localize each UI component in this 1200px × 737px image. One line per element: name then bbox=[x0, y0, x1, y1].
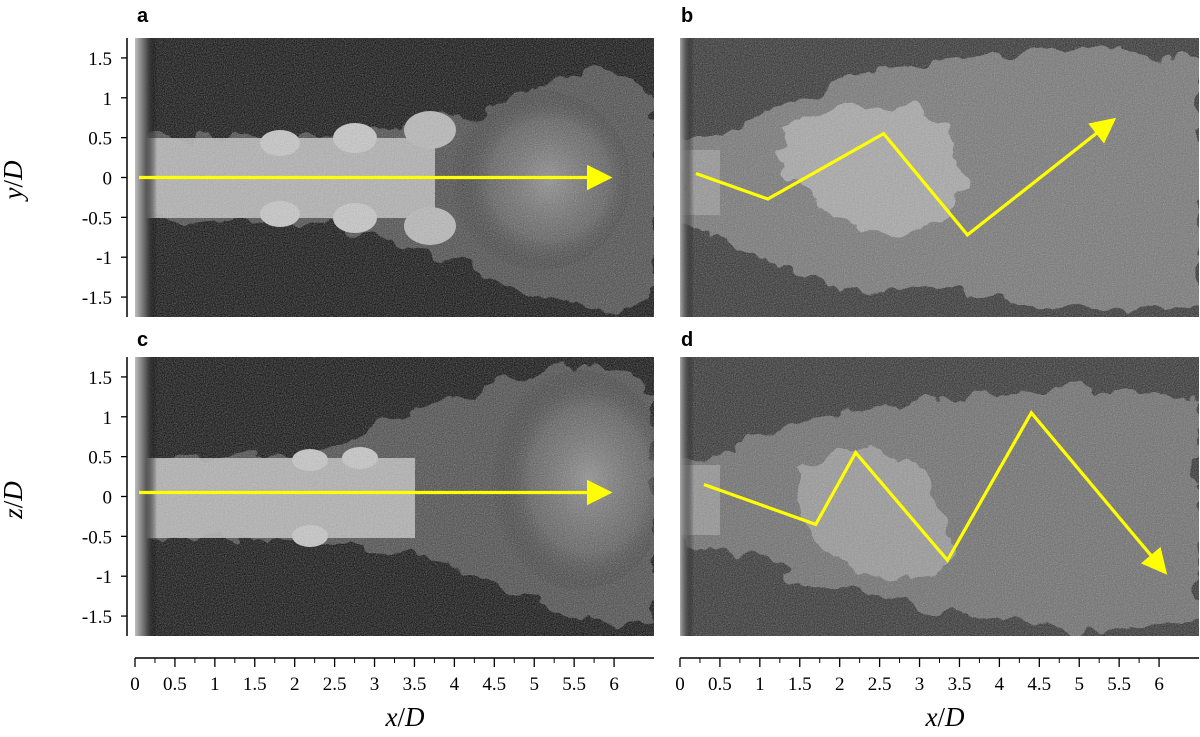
right-xtick-label: 4 bbox=[995, 674, 1005, 695]
bottom-ytick-label: -0.5 bbox=[82, 527, 112, 548]
bottom-ytick-label: -1.5 bbox=[82, 607, 112, 628]
y-axis-bottom: 1.5 1 0.5 0 -0.5 -1 -1.5 bbox=[82, 357, 128, 636]
bottom-ytick-label: 1.5 bbox=[88, 368, 112, 389]
right-xtick-label: 5.5 bbox=[1107, 674, 1131, 695]
left-xtick-label: 6 bbox=[609, 674, 619, 695]
panel-label-d: d bbox=[681, 329, 693, 351]
top-ytick-label: 1.5 bbox=[88, 49, 112, 70]
top-ytick-label: -1 bbox=[96, 248, 112, 269]
left-xtick-label: 2.5 bbox=[323, 674, 347, 695]
right-xtick-label: 1 bbox=[755, 674, 765, 695]
left-xtick-label: 1.5 bbox=[243, 674, 267, 695]
right-xtick-label: 4.5 bbox=[1027, 674, 1051, 695]
bottom-ytick-label: 0 bbox=[103, 488, 113, 509]
panel-label-a: a bbox=[137, 5, 149, 27]
grain-c bbox=[135, 357, 654, 636]
top-ytick-label: -1.5 bbox=[82, 288, 112, 309]
x-axis-title-right: x/D bbox=[925, 702, 966, 732]
left-xtick-label: 2 bbox=[290, 674, 300, 695]
top-ytick-label: 0.5 bbox=[88, 129, 112, 150]
left-xtick-label: 5 bbox=[529, 674, 539, 695]
trajectory-arrow-b bbox=[695, 117, 1117, 238]
panel-b-image bbox=[680, 38, 1199, 317]
top-ytick-label: 1 bbox=[103, 89, 113, 110]
top-ytick-label: 0 bbox=[103, 169, 113, 190]
left-xtick-label: 5.5 bbox=[562, 674, 586, 695]
left-xtick-label: 0 bbox=[130, 674, 140, 695]
y-axis-title-bottom: z/D bbox=[0, 481, 28, 520]
x-axis-right: 0 0.5 1 1.5 2 2.5 3 3.5 4 4.5 5 5.5 6 bbox=[675, 657, 1199, 695]
left-xtick-label: 3.5 bbox=[403, 674, 427, 695]
trajectory-arrow-d bbox=[703, 410, 1168, 575]
right-xtick-label: 5 bbox=[1074, 674, 1084, 695]
right-xtick-label: 0.5 bbox=[708, 674, 732, 695]
bottom-ytick-label: -1 bbox=[96, 567, 112, 588]
grain-d bbox=[680, 357, 1199, 636]
left-xtick-label: 0.5 bbox=[163, 674, 187, 695]
right-xtick-label: 0 bbox=[675, 674, 685, 695]
left-xtick-label: 4 bbox=[450, 674, 460, 695]
panel-d-image bbox=[680, 357, 1199, 636]
right-xtick-label: 2 bbox=[835, 674, 845, 695]
right-xtick-label: 6 bbox=[1154, 674, 1164, 695]
x-axis-left: 0 0.5 1 1.5 2 2.5 3 3.5 4 4.5 5 5.5 6 bbox=[130, 657, 654, 695]
edge-c bbox=[135, 357, 157, 636]
edge-d bbox=[680, 357, 694, 636]
x-axis-title-left: x/D bbox=[385, 702, 426, 732]
right-xtick-label: 1.5 bbox=[788, 674, 812, 695]
right-xtick-label: 3 bbox=[915, 674, 925, 695]
left-xtick-label: 1 bbox=[210, 674, 220, 695]
right-xtick-label: 3.5 bbox=[948, 674, 972, 695]
y-axis-top: 1.5 1 0.5 0 -0.5 -1 -1.5 bbox=[82, 38, 128, 317]
left-xtick-label: 4.5 bbox=[482, 674, 506, 695]
panel-label-c: c bbox=[137, 329, 148, 351]
left-xtick-label: 3 bbox=[370, 674, 380, 695]
panel-label-b: b bbox=[681, 5, 693, 27]
bottom-ytick-label: 0.5 bbox=[88, 448, 112, 469]
y-axis-title-top: y/D bbox=[0, 160, 28, 203]
top-ytick-label: -0.5 bbox=[82, 208, 112, 229]
panel-c-image bbox=[135, 357, 654, 636]
bottom-ytick-label: 1 bbox=[103, 408, 113, 429]
edge-b bbox=[680, 38, 694, 317]
grain-b bbox=[680, 38, 1199, 317]
right-xtick-label: 2.5 bbox=[868, 674, 892, 695]
